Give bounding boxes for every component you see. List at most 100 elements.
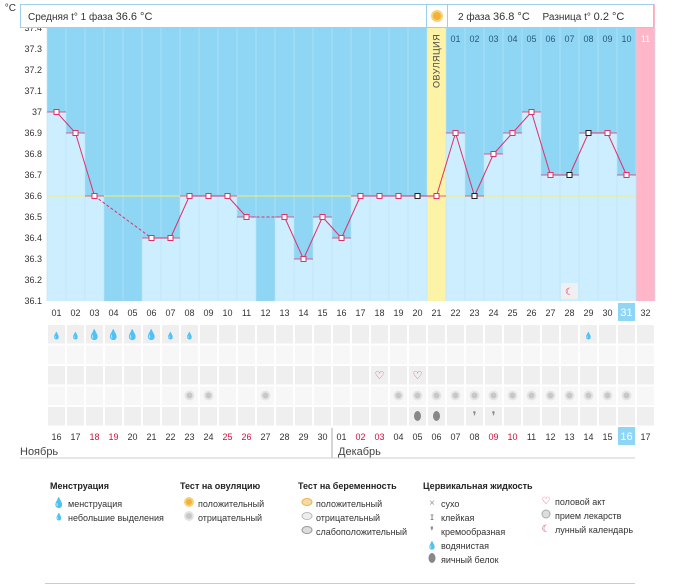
date-label: 25 — [222, 432, 232, 442]
current-day-highlight — [618, 303, 635, 321]
phase2-label: 2 фаза — [458, 12, 491, 23]
symptom-cell — [428, 345, 445, 364]
cycle-day-label: 14 — [298, 308, 308, 318]
temp-point — [205, 193, 212, 199]
symptom-cell — [143, 407, 160, 426]
symptom-cell — [86, 407, 103, 426]
legend-item: слабоположительный — [316, 527, 408, 537]
y-tick-label: 36.9 — [24, 128, 42, 138]
symptom-cell — [333, 407, 350, 426]
date-label: 17 — [70, 432, 80, 442]
symptom-cell — [162, 325, 179, 344]
temp-point — [91, 193, 98, 199]
symptom-cell — [276, 407, 293, 426]
symptom-cell — [238, 366, 255, 385]
symptom-cell — [485, 366, 502, 385]
temp-bar — [408, 196, 427, 301]
y-tick-label: 36.6 — [24, 191, 42, 201]
cycle-day-label: 03 — [89, 308, 99, 318]
symptom-cell — [200, 325, 217, 344]
symptom-cell — [618, 345, 635, 364]
symptom-cell — [466, 366, 483, 385]
date-label: 20 — [127, 432, 137, 442]
symptom-cell — [371, 345, 388, 364]
symptom-cell — [637, 345, 654, 364]
phase2-day-label: 04 — [507, 34, 517, 44]
temp-bar — [446, 133, 465, 301]
symptom-cell — [314, 407, 331, 426]
phase1-label: Средняя t° 1 фаза — [28, 12, 113, 23]
symptom-mark: 💧 — [145, 328, 157, 341]
symptom-cell — [637, 386, 654, 405]
ovulation-test-negative-icon — [412, 390, 423, 401]
symptom-cell — [238, 345, 255, 364]
bbt-chart: 01 02 03 04 05 06 07 08 09 10 11 ОВУЛЯЦИЯ ☾ 37.4 37.3… — [5, 3, 656, 459]
symptom-cell — [86, 366, 103, 385]
ovulation-test-negative-icon — [203, 390, 214, 401]
y-tick-label: 36.4 — [24, 233, 42, 243]
watery-icon — [433, 411, 440, 421]
symptom-cell — [238, 386, 255, 405]
date-label: 07 — [450, 432, 460, 442]
temp-point — [319, 214, 326, 220]
temp-point — [414, 193, 421, 199]
cycle-day-label: 02 — [70, 308, 80, 318]
symptom-cell — [48, 345, 65, 364]
symptom-cell — [181, 345, 198, 364]
symptom-cell — [618, 407, 635, 426]
temp-bar — [161, 238, 180, 301]
chart-overlay: 01 02 03 04 05 06 07 08 09 10 11 ОВУЛЯЦИЯ ☾ — [47, 34, 650, 299]
symptom-cell — [181, 325, 198, 344]
temp-line-segment — [569, 132, 589, 176]
temp-line-segment — [227, 195, 247, 218]
symptom-cell — [162, 407, 179, 426]
symptom-cell — [238, 325, 255, 344]
symptom-cell — [295, 386, 312, 405]
date-label: 22 — [165, 432, 175, 442]
date-label: 09 — [488, 432, 498, 442]
symptom-cell — [637, 325, 654, 344]
symptom-cell — [276, 325, 293, 344]
temp-point — [53, 109, 60, 115]
moon-cell — [561, 283, 578, 299]
phase2-day-label: 09 — [602, 34, 612, 44]
symptom-cell — [561, 325, 578, 344]
phase2-day-label: 01 — [450, 34, 460, 44]
symptom-cell — [580, 366, 597, 385]
ovulation-column — [427, 4, 446, 301]
date-label: 15 — [602, 432, 612, 442]
moon-icon: ☾ — [541, 524, 551, 535]
symptom-cell — [371, 386, 388, 405]
date-label: 19 — [108, 432, 118, 442]
temp-point — [509, 130, 516, 136]
symptom-cell — [143, 325, 160, 344]
phase2-day-label: 06 — [545, 34, 555, 44]
temp-point — [376, 193, 383, 199]
ovulation-test-negative-icon — [260, 390, 271, 401]
symptom-cell — [162, 386, 179, 405]
cycle-day-label: 07 — [165, 308, 175, 318]
symptom-rows: 💧 💧 💧 💧 💧 💧 💧 💧 💧 ♡ ♡ ❜ ❜ 16 17 18 19 20 21 22 23 24 25 26 27 28 2… — [20, 325, 654, 459]
legend-title: Цервикальная жидкость — [423, 481, 533, 491]
symptom-cell — [523, 345, 540, 364]
symptom-cell — [67, 345, 84, 364]
temp-line-segment — [512, 111, 532, 134]
symptom-cell — [124, 325, 141, 344]
symptom-cell — [447, 325, 464, 344]
legend-title: Менструация — [50, 481, 109, 491]
cycle-day-label: 29 — [583, 308, 593, 318]
symptom-cell — [371, 325, 388, 344]
temp-point — [186, 193, 193, 199]
symptom-mark: 💧 — [71, 331, 80, 340]
ovulation-test-negative-icon — [564, 390, 575, 401]
temp-point — [300, 256, 307, 262]
date-label: 28 — [279, 432, 289, 442]
symptom-cell — [599, 345, 616, 364]
cycle-day-label: 16 — [336, 308, 346, 318]
symptom-cell — [333, 325, 350, 344]
symptom-cell — [599, 325, 616, 344]
y-tick-label: 36.7 — [24, 170, 42, 180]
current-date-highlight — [618, 427, 635, 445]
symptom-mark: ♡ — [413, 370, 423, 382]
temperature-line — [47, 109, 636, 262]
